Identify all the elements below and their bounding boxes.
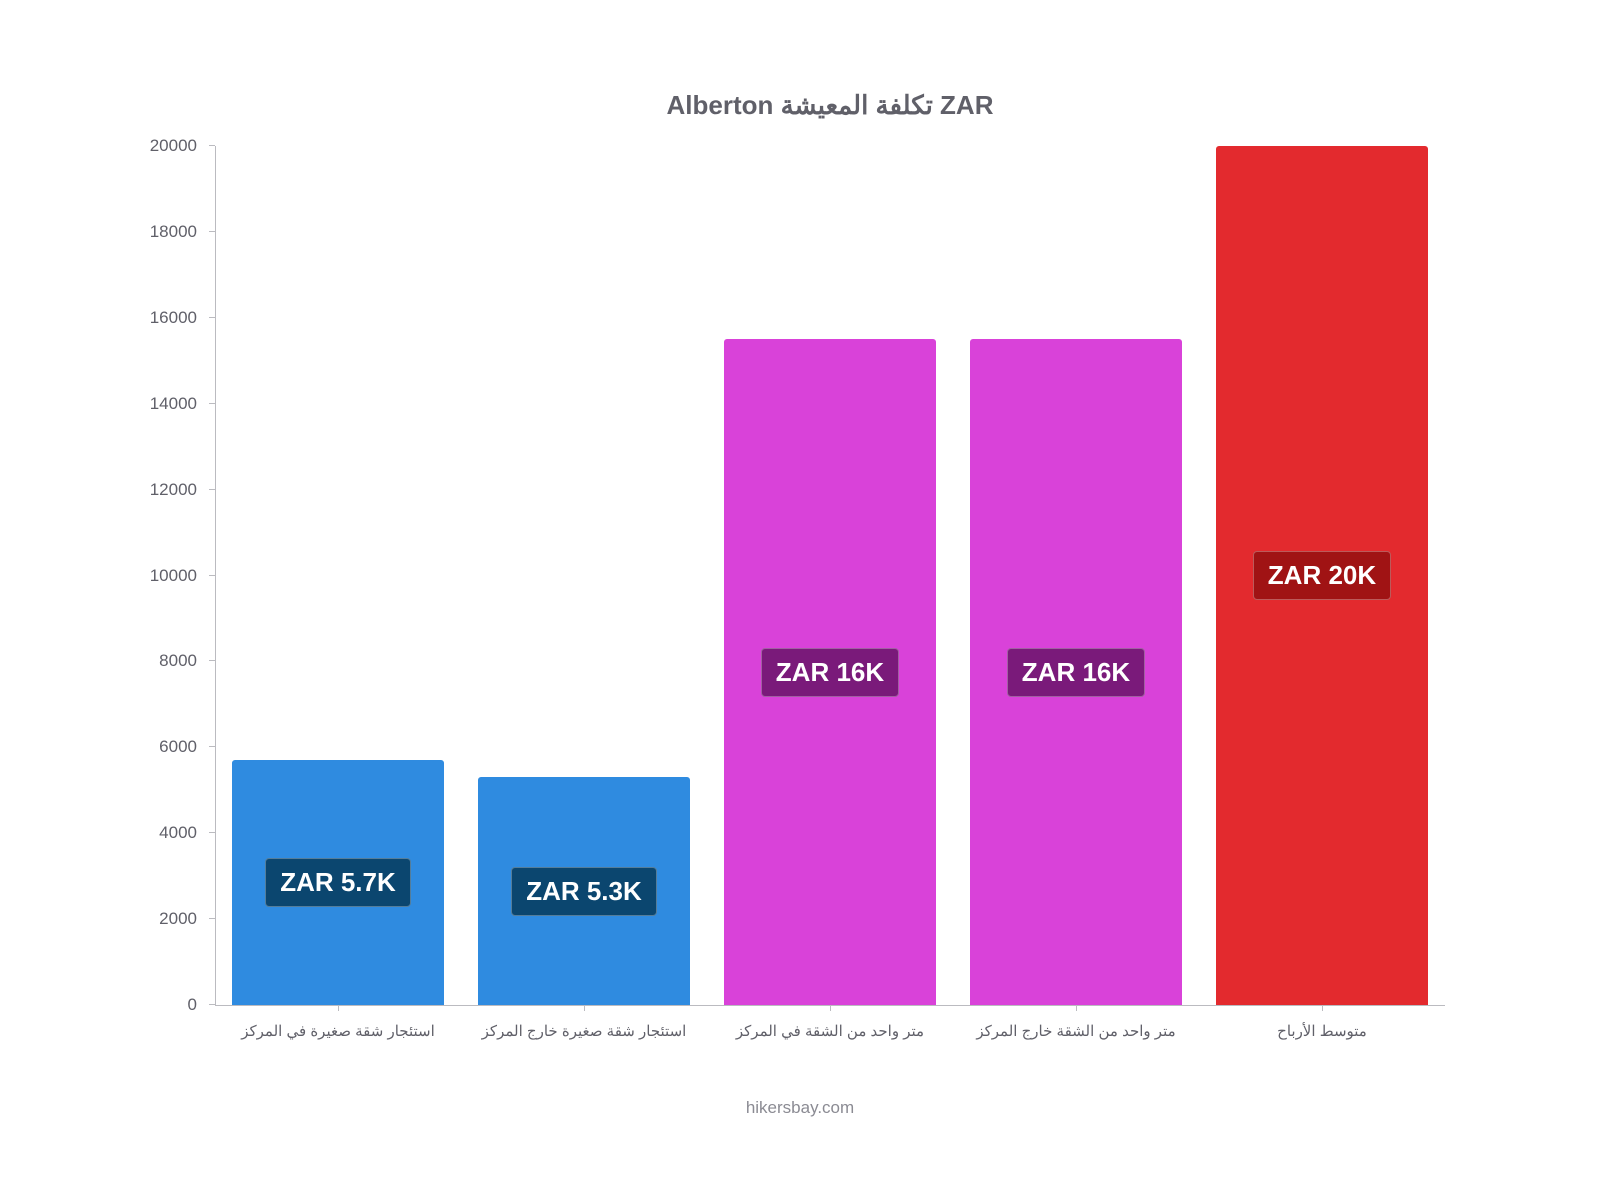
bar: ZAR 20K <box>1216 146 1429 1005</box>
x-axis-label: متر واحد من الشقة في المركز <box>719 1022 940 1040</box>
plot-area: 0200040006000800010000120001400016000180… <box>215 146 1445 1006</box>
y-tick-mark <box>209 1004 215 1005</box>
bar: ZAR 16K <box>724 339 937 1005</box>
bar-value-label: ZAR 16K <box>1007 648 1145 697</box>
x-axis-label: متوسط الأرباح <box>1211 1022 1432 1040</box>
attribution-text: hikersbay.com <box>125 1098 1475 1118</box>
y-tick-label: 20000 <box>150 136 197 156</box>
cost-of-living-chart: Alberton تكلفة المعيشة ZAR 0200040006000… <box>125 70 1475 1130</box>
y-tick-mark <box>209 746 215 747</box>
y-tick-label: 8000 <box>159 651 197 671</box>
y-tick-label: 6000 <box>159 737 197 757</box>
bar-value-label: ZAR 20K <box>1253 551 1391 600</box>
bar-value-label: ZAR 16K <box>761 648 899 697</box>
x-tick-mark <box>1076 1005 1077 1011</box>
bar-value-label: ZAR 5.3K <box>511 867 657 916</box>
y-tick-mark <box>209 403 215 404</box>
x-axis-label: استئجار شقة صغيرة في المركز <box>227 1022 448 1040</box>
bar-wrapper: ZAR 16K <box>965 146 1186 1005</box>
y-tick-label: 2000 <box>159 909 197 929</box>
bar-wrapper: ZAR 20K <box>1211 146 1432 1005</box>
y-tick-mark <box>209 317 215 318</box>
bar: ZAR 16K <box>970 339 1183 1005</box>
y-tick-mark <box>209 918 215 919</box>
y-tick-label: 10000 <box>150 566 197 586</box>
y-tick-label: 0 <box>188 995 197 1015</box>
x-tick-mark <box>584 1005 585 1011</box>
chart-title: Alberton تكلفة المعيشة ZAR <box>215 90 1445 121</box>
x-tick-mark <box>830 1005 831 1011</box>
y-tick-label: 12000 <box>150 480 197 500</box>
bar-wrapper: ZAR 16K <box>719 146 940 1005</box>
y-tick-mark <box>209 660 215 661</box>
y-tick-label: 18000 <box>150 222 197 242</box>
y-tick-mark <box>209 832 215 833</box>
y-axis: 0200040006000800010000120001400016000180… <box>145 146 205 1005</box>
x-axis-label: استئجار شقة صغيرة خارج المركز <box>473 1022 694 1040</box>
y-tick-mark <box>209 145 215 146</box>
y-tick-mark <box>209 489 215 490</box>
bar: ZAR 5.7K <box>232 760 445 1005</box>
x-tick-mark <box>1322 1005 1323 1011</box>
y-tick-label: 4000 <box>159 823 197 843</box>
y-tick-label: 14000 <box>150 394 197 414</box>
bar-wrapper: ZAR 5.3K <box>473 146 694 1005</box>
bars-area: ZAR 5.7K ZAR 5.3K ZAR 16K ZAR 16K ZAR 20K <box>215 146 1445 1005</box>
x-tick-mark <box>338 1005 339 1011</box>
bar-value-label: ZAR 5.7K <box>265 858 411 907</box>
y-tick-mark <box>209 575 215 576</box>
bar-wrapper: ZAR 5.7K <box>227 146 448 1005</box>
y-tick-label: 16000 <box>150 308 197 328</box>
x-axis-labels: استئجار شقة صغيرة في المركز استئجار شقة ص… <box>215 1022 1445 1040</box>
x-axis-label: متر واحد من الشقة خارج المركز <box>965 1022 1186 1040</box>
y-tick-mark <box>209 231 215 232</box>
bar: ZAR 5.3K <box>478 777 691 1005</box>
